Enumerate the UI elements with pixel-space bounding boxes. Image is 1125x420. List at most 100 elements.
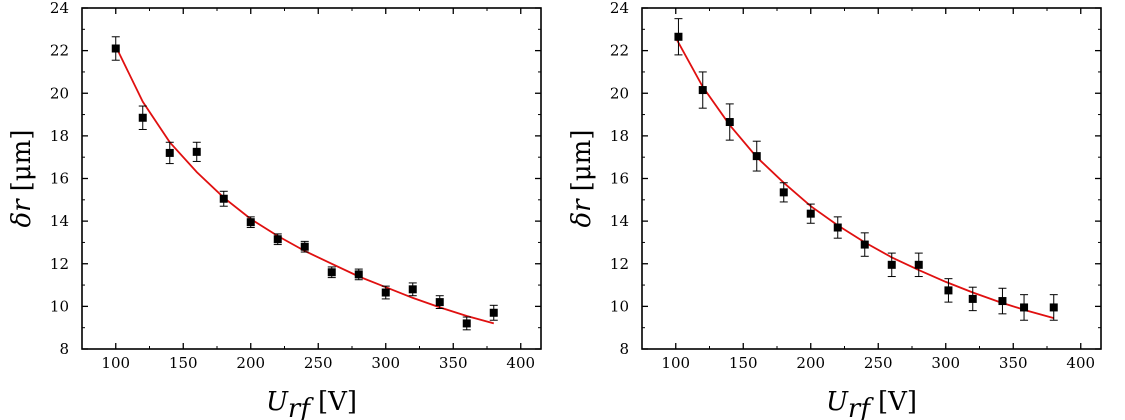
y-tick-label: 10 — [610, 297, 629, 315]
x-axis-label-sub: rf — [288, 394, 314, 420]
data-point — [998, 287, 1007, 315]
y-tick-label: 24 — [610, 0, 629, 17]
data-marker — [674, 32, 683, 41]
data-marker — [968, 294, 977, 303]
y-tick-label: 12 — [610, 255, 629, 273]
x-tick-label: 350 — [999, 354, 1028, 372]
data-marker — [860, 240, 869, 249]
x-axis-label-unit: [V] — [878, 387, 917, 417]
data-marker — [914, 260, 923, 269]
y-tick-label: 18 — [50, 127, 69, 145]
data-point — [779, 182, 788, 203]
x-tick-label: 200 — [236, 354, 265, 372]
x-axis-label-unit: [V] — [318, 387, 357, 417]
x-tick-label: 150 — [729, 354, 758, 372]
data-point — [1049, 294, 1058, 321]
x-tick-label: 250 — [864, 354, 893, 372]
x-tick-label: 350 — [439, 354, 468, 372]
data-point — [833, 216, 842, 239]
y-tick-label: 16 — [50, 170, 69, 188]
data-marker — [752, 152, 761, 161]
data-point — [887, 252, 896, 278]
data-marker — [1020, 303, 1029, 312]
data-point — [944, 278, 953, 303]
x-axis-label: Urf [V] — [266, 387, 357, 420]
data-point — [327, 266, 336, 279]
y-tick-label: 10 — [50, 297, 69, 315]
data-point — [219, 190, 228, 207]
data-point — [246, 216, 255, 229]
data-point — [111, 36, 120, 61]
data-marker — [219, 194, 228, 203]
data-point — [462, 316, 471, 331]
y-tick-label: 14 — [50, 212, 69, 230]
x-axis-label: Urf [V] — [826, 387, 917, 420]
fit-curve — [675, 37, 1055, 319]
x-tick-label: 300 — [931, 354, 960, 372]
data-marker — [408, 285, 417, 294]
data-marker — [165, 148, 174, 157]
plot-frame — [641, 7, 1102, 350]
data-point — [968, 286, 977, 312]
data-marker — [273, 235, 282, 244]
y-tick-label: 24 — [50, 0, 69, 17]
data-marker — [462, 319, 471, 328]
data-marker — [138, 113, 147, 122]
y-axis-label: δr [μm] — [567, 130, 597, 228]
y-axis-label-var: δr — [567, 198, 597, 228]
x-axis-label-var: U — [266, 387, 289, 417]
data-marker — [192, 147, 201, 156]
y-tick-label: 16 — [610, 170, 629, 188]
x-tick-label: 250 — [304, 354, 333, 372]
y-axis-label-unit: [μm] — [567, 130, 597, 192]
data-point — [192, 141, 201, 162]
data-point — [300, 240, 309, 253]
data-marker — [381, 288, 390, 297]
data-point — [381, 285, 390, 300]
data-point — [165, 141, 174, 165]
data-marker — [725, 118, 734, 127]
y-axis-label-unit: [μm] — [7, 130, 37, 192]
x-tick-label: 300 — [371, 354, 400, 372]
data-point — [860, 232, 869, 257]
data-marker — [833, 223, 842, 232]
data-point — [674, 18, 683, 56]
data-marker — [111, 44, 120, 53]
data-marker — [887, 260, 896, 269]
chart-left: 100 150 200 250 300 350 400 8 10 12 14 16 18 20 22 24 Ur… — [7, 0, 542, 420]
y-tick-label: 12 — [50, 255, 69, 273]
y-axis-label: δr [μm] — [7, 130, 37, 228]
data-point — [354, 268, 363, 281]
data-marker — [300, 242, 309, 251]
x-tick-label: 400 — [1066, 354, 1095, 372]
data-marker — [998, 297, 1007, 306]
y-tick-label: 22 — [610, 42, 629, 60]
data-point — [752, 140, 761, 172]
data-point — [138, 105, 147, 130]
data-marker — [327, 268, 336, 277]
data-point — [725, 103, 734, 141]
y-tick-label: 22 — [50, 42, 69, 60]
data-marker — [1049, 303, 1058, 312]
y-tick-label: 8 — [619, 340, 629, 358]
fit-curve — [114, 46, 495, 325]
data-marker — [779, 188, 788, 197]
data-marker — [354, 270, 363, 279]
y-tick-label: 8 — [59, 340, 69, 358]
plot-frame — [81, 7, 542, 350]
data-marker — [806, 209, 815, 218]
x-axis-label-sub: rf — [848, 394, 874, 420]
y-tick-label: 14 — [610, 212, 629, 230]
x-tick-label: 200 — [796, 354, 825, 372]
x-tick-label: 150 — [169, 354, 198, 372]
data-marker — [944, 286, 953, 295]
y-tick-label: 18 — [610, 127, 629, 145]
data-marker — [435, 298, 444, 307]
chart-right: 100 150 200 250 300 350 400 8 10 12 14 16 18 20 22 24 Ur… — [567, 0, 1102, 420]
data-point — [1020, 294, 1029, 321]
data-point — [408, 282, 417, 297]
y-axis-label-var: δr — [7, 198, 37, 228]
data-marker — [698, 86, 707, 95]
x-axis-label-var: U — [826, 387, 849, 417]
data-point — [435, 295, 444, 310]
